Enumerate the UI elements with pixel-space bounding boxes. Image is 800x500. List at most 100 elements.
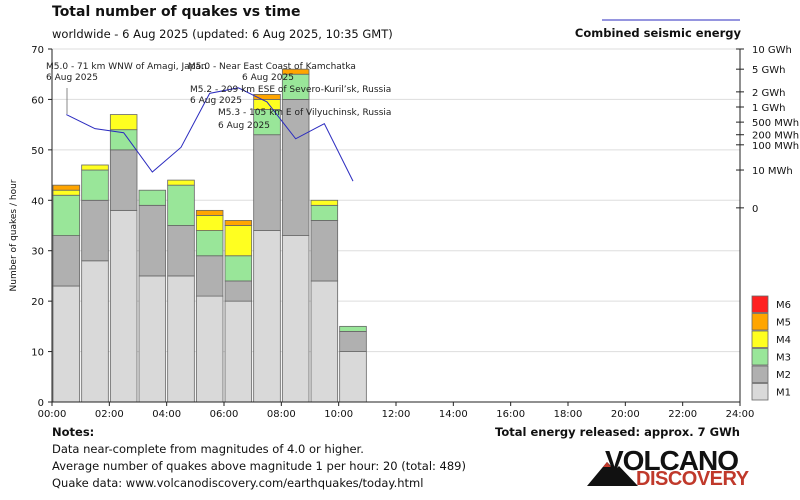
bar-segment-m1 <box>81 260 109 403</box>
bar-segment-m3 <box>167 184 195 226</box>
annotation-title: M5.2 - 209 km ESE of Severo-Kuril’sk, Ru… <box>190 85 391 95</box>
annotation-date: 6 Aug 2025 <box>46 73 98 83</box>
bar-segment-m1 <box>195 295 224 403</box>
bar-segment-m5 <box>195 209 224 216</box>
magnitude-legend: M6 M5 M4 M3 M2 M1 <box>751 295 791 401</box>
energy-tick-label: 200 MWh <box>752 131 799 142</box>
notes: Notes: Data near-complete from magnitude… <box>52 424 466 492</box>
energy-tick-label: 0 <box>752 204 758 215</box>
bar-segment-m1 <box>310 280 339 403</box>
chart-subtitle: worldwide - 6 Aug 2025 (updated: 6 Aug 2… <box>52 27 393 41</box>
bar-segment-m2 <box>253 134 281 231</box>
bar-segment-m2 <box>224 280 253 302</box>
bar-segment-m2 <box>81 199 109 262</box>
bar-segment-m2 <box>109 149 138 211</box>
y-tick-label: 10 <box>31 348 44 359</box>
legend-label: M4 <box>776 335 791 346</box>
y-tick-label: 20 <box>31 297 44 308</box>
x-tick-label: 06:00 <box>210 409 239 420</box>
energy-tick-label: 100 MWh <box>752 141 799 152</box>
notes-heading: Notes: <box>52 425 95 439</box>
legend-swatch-m4 <box>751 330 769 348</box>
bar-segment-m2 <box>52 235 81 287</box>
bar-segment-m1 <box>281 235 310 403</box>
bar-segment-m3 <box>195 230 224 257</box>
bar-segment-m3 <box>138 189 167 206</box>
bar-segment-m4 <box>52 189 81 196</box>
bar-segment-m4 <box>310 199 339 206</box>
bar-segment-m3 <box>310 204 339 221</box>
bars <box>52 68 367 403</box>
x-tick-label: 24:00 <box>726 409 755 420</box>
x-tick-label: 04:00 <box>152 409 181 420</box>
bar-segment-m5 <box>253 93 281 100</box>
quake-annotation: M5.3 - 105 km E of Vilyuchinsk, Russia 6 … <box>218 108 391 131</box>
legend-swatch-m6 <box>751 295 769 313</box>
bar-segment-m1 <box>339 351 367 403</box>
y-tick-label: 30 <box>31 247 44 258</box>
energy-tick-label: 500 MWh <box>752 118 799 129</box>
bar-segment-m1 <box>253 230 281 403</box>
bar-segment-m1 <box>224 300 253 403</box>
y-axis-title: Number of quakes / hour <box>9 179 19 291</box>
chart-title: Total number of quakes vs time <box>52 4 301 20</box>
x-tick-label: 08:00 <box>267 409 296 420</box>
bar-segment-m4 <box>109 114 138 131</box>
notes-line: Average number of quakes above magnitude… <box>52 459 466 473</box>
x-tick-label: 10:00 <box>324 409 353 420</box>
energy-tick-label: 10 GWh <box>752 45 792 56</box>
energy-tick-label: 5 GWh <box>752 65 786 76</box>
bar-segment-m3 <box>281 73 310 100</box>
legend-label: M3 <box>776 353 791 364</box>
bar-segment-m3 <box>81 169 109 201</box>
x-tick-label: 14:00 <box>439 409 468 420</box>
quake-annotation: M5.2 - 209 km ESE of Severo-Kuril’sk, Ru… <box>190 85 391 106</box>
bar-segment-m4 <box>167 179 195 186</box>
bar-segment-m3 <box>253 109 281 136</box>
bar-segment-m5 <box>281 68 310 75</box>
legend-label: M1 <box>776 388 791 399</box>
notes-line: Quake data: www.volcanodiscovery.com/ear… <box>52 476 424 490</box>
volcano-icon <box>587 462 638 486</box>
notes-line: Data near-complete from magnitudes of 4.… <box>52 442 364 456</box>
bar-segment-m5 <box>52 184 81 191</box>
energy-tick-label: 1 GWh <box>752 103 786 114</box>
legend-swatch-m1 <box>751 383 769 401</box>
annotation-title: M5.0 - Near East Coast of Kamchatka <box>188 62 356 72</box>
energy-line <box>66 87 354 182</box>
bar-segment-m2 <box>339 330 367 352</box>
total-energy: Total energy released: approx. 7 GWh <box>495 425 740 439</box>
bar-segment-m3 <box>52 194 81 236</box>
bar-segment-m1 <box>138 275 167 403</box>
y-tick-label: 70 <box>31 45 44 56</box>
annotation-date: 6 Aug 2025 <box>242 73 294 83</box>
grid <box>52 48 740 353</box>
annotation-date: 6 Aug 2025 <box>218 121 270 131</box>
bar-segment-m5 <box>224 220 253 226</box>
legend-swatch-m5 <box>751 313 769 331</box>
legend-swatch-m3 <box>751 348 769 366</box>
bar-segment-m2 <box>167 225 195 277</box>
energy-tick-label: 2 GWh <box>752 88 786 99</box>
bar-segment-m2 <box>281 99 310 236</box>
energy-tick-label: 10 MWh <box>752 166 793 177</box>
bar-segment-m4 <box>224 225 253 257</box>
volcano-discovery-logo[interactable]: VOLCANO DISCOVERY <box>585 445 749 494</box>
bar-segment-m1 <box>52 285 81 403</box>
legend-swatch-m2 <box>751 365 769 383</box>
x-tick-label: 22:00 <box>668 409 697 420</box>
y-tick-label: 0 <box>38 398 44 409</box>
energy-line-group <box>66 87 354 182</box>
legend-label: M6 <box>776 300 791 311</box>
y-tick-label: 40 <box>31 196 44 207</box>
annotation-title: M5.0 - 71 km WNW of Amagi, Japan <box>46 62 207 72</box>
bar-segment-m2 <box>310 220 339 282</box>
bar-segment-m1 <box>167 275 195 403</box>
bar-segment-m2 <box>195 255 224 297</box>
logo-text-top: VOLCANO <box>605 445 739 476</box>
